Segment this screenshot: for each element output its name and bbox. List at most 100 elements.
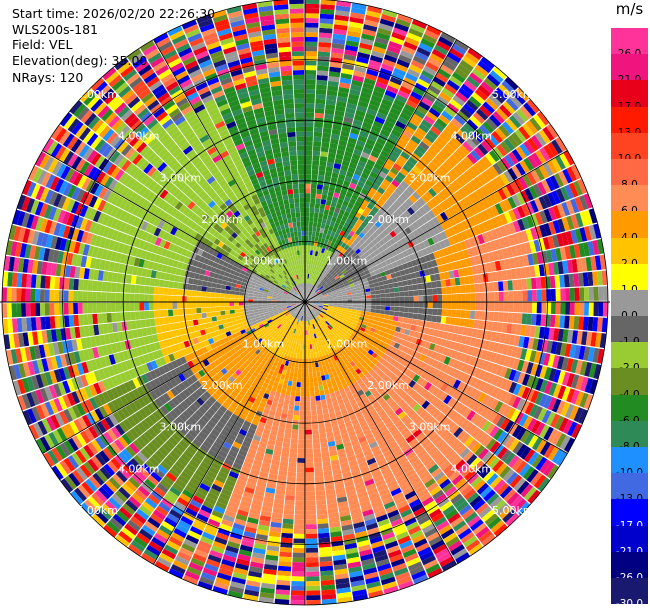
- range-gate: [328, 283, 334, 288]
- range-gate: [294, 362, 299, 368]
- range-gate: [378, 23, 394, 32]
- range-gate: [305, 22, 319, 28]
- range-gate: [319, 18, 334, 25]
- range-gate: [333, 163, 342, 170]
- range-gate: [419, 256, 427, 264]
- range-gate: [316, 188, 323, 195]
- range-gate: [569, 302, 575, 315]
- range-gate: [389, 222, 397, 231]
- range-gate: [388, 81, 401, 90]
- range-gate: [375, 290, 381, 295]
- range-gate: [292, 566, 305, 572]
- range-gate: [361, 228, 369, 235]
- range-gate: [456, 302, 462, 310]
- range-gate: [349, 236, 356, 243]
- range-gate: [421, 137, 433, 147]
- range-gate: [419, 215, 428, 225]
- range-gate: [287, 380, 293, 387]
- range-gate: [507, 135, 519, 149]
- range-gate: [507, 167, 518, 181]
- range-gate: [319, 287, 325, 291]
- range-gate: [290, 590, 305, 596]
- range-gate: [593, 302, 599, 317]
- range-gate: [343, 116, 354, 124]
- range-gate: [327, 291, 332, 295]
- range-gate: [332, 38, 346, 45]
- range-gate: [408, 266, 415, 274]
- range-gate: [365, 73, 378, 82]
- range-gate: [378, 225, 386, 232]
- range-gate: [305, 434, 313, 440]
- range-gate: [341, 160, 350, 167]
- range-gate: [393, 227, 401, 235]
- range-gate: [283, 379, 289, 386]
- range-gate: [354, 144, 364, 152]
- range-gate: [328, 262, 333, 268]
- range-gate: [374, 242, 382, 249]
- range-gate: [364, 142, 374, 151]
- range-gate: [336, 278, 342, 283]
- range-gate: [540, 314, 547, 327]
- range-gate: [305, 500, 316, 506]
- range-gate: [349, 243, 356, 250]
- range-gate: [309, 202, 315, 208]
- range-gate: [588, 286, 594, 301]
- range-gate: [297, 372, 302, 378]
- range-gate: [318, 279, 323, 284]
- range-gate: [432, 76, 446, 88]
- range-gate: [503, 138, 516, 151]
- range-gate: [442, 161, 453, 172]
- range-gate: [556, 203, 566, 218]
- range-gate: [283, 509, 295, 515]
- range-gate: [313, 265, 317, 271]
- range-gate: [323, 384, 329, 390]
- range-gate: [508, 151, 519, 165]
- range-gate: [376, 253, 383, 260]
- range-gate: [317, 293, 323, 297]
- range-gate: [330, 52, 344, 59]
- range-gate: [465, 310, 471, 319]
- range-gate: [485, 153, 496, 165]
- range-gate: [294, 367, 299, 373]
- range-gate: [305, 453, 314, 459]
- range-gate: [366, 10, 381, 19]
- range-gate: [435, 118, 448, 129]
- range-gate: [319, 389, 325, 396]
- range-gate: [314, 462, 323, 468]
- range-gate: [331, 265, 337, 271]
- range-gate: [368, 258, 375, 264]
- range-gate: [489, 292, 495, 302]
- range-gate: [410, 91, 423, 101]
- range-gate: [313, 217, 318, 223]
- range-gate: [346, 240, 353, 247]
- range-gate: [342, 280, 349, 285]
- range-gate: [425, 88, 439, 99]
- range-gate: [573, 180, 584, 196]
- range-gate: [345, 206, 352, 214]
- range-gate: [508, 291, 514, 302]
- range-gate: [516, 205, 526, 218]
- range-gate: [309, 254, 313, 260]
- range-gate: [315, 265, 319, 272]
- range-gate: [380, 250, 387, 257]
- range-gate: [488, 150, 500, 163]
- range-gate: [476, 108, 489, 121]
- range-gate: [307, 283, 310, 289]
- range-gate: [479, 185, 490, 198]
- range-gate: [318, 165, 326, 171]
- range-gate: [394, 63, 409, 73]
- range-gate: [356, 265, 363, 272]
- range-gate: [540, 276, 547, 289]
- range-gate: [352, 245, 359, 252]
- range-gate: [313, 280, 317, 286]
- range-gate: [367, 221, 375, 228]
- range-gate: [498, 291, 504, 302]
- range-gate: [305, 391, 310, 397]
- range-gate: [347, 268, 353, 274]
- range-gate: [389, 36, 405, 46]
- range-gate: [311, 264, 315, 270]
- range-gate: [295, 386, 301, 392]
- range-gate: [428, 174, 439, 185]
- range-gate: [291, 386, 297, 392]
- range-gate: [447, 140, 459, 151]
